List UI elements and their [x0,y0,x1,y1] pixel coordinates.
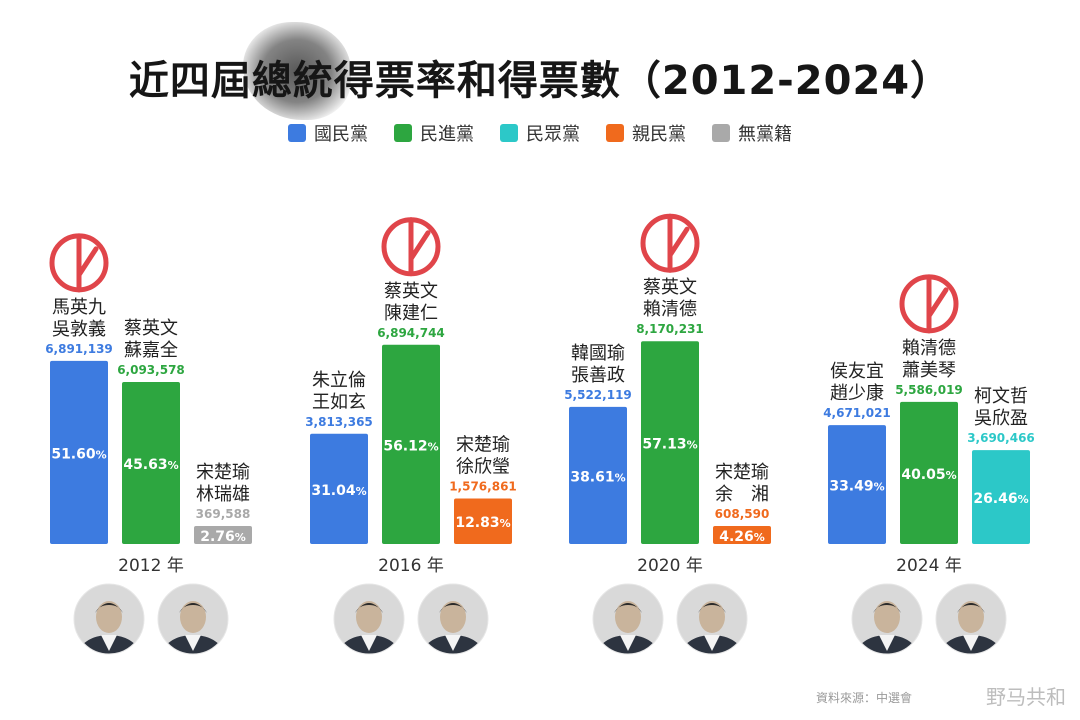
year-label: 2012 年 [118,556,184,576]
watermark: 野马共和 [986,685,1066,709]
bar [641,341,699,544]
winner-stamp [640,213,700,273]
bar [50,360,108,544]
legend-swatch [500,124,518,142]
legend-label: 民進黨 [420,124,474,145]
legend: 國民黨 民進黨 民眾黨 親民黨 無黨籍 [0,120,1080,146]
title-smudge [243,22,351,120]
legend-item: 親民黨 [606,120,686,146]
percent-label: 12.83% [455,515,510,531]
votes-label: 3,813,365 [305,415,373,429]
chart-title: 近四屆總統得票率和得票數（2012-2024） [128,58,952,104]
votes-label: 608,590 [715,507,770,521]
candidate-photo [417,583,489,655]
votes-label: 4,671,021 [823,406,891,420]
legend-swatch [394,124,412,142]
percent-label: 38.61% [570,469,625,485]
candidate-name: 侯友宜 [830,361,884,382]
votes-label: 6,093,578 [117,363,185,377]
running-mate-name: 吳敦義 [52,319,106,340]
running-mate-name: 徐欣瑩 [456,456,510,477]
legend-item: 民進黨 [394,120,474,146]
bar [122,382,180,544]
bar [900,401,958,544]
candidate-name: 蔡英文 [124,318,178,339]
bar [194,526,252,544]
percent-label: 4.26% [719,529,765,545]
running-mate-name: 蘇嘉全 [124,340,178,361]
running-mate-name: 余 湘 [715,484,769,505]
legend-label: 親民黨 [632,124,686,145]
year-label: 2016 年 [378,556,444,576]
candidate-name: 馬英九 [52,297,106,318]
legend-label: 國民黨 [314,124,368,145]
candidate-name: 韓國瑜 [571,343,625,364]
percent-label: 2.76% [200,529,246,545]
votes-label: 3,690,466 [967,431,1035,445]
legend-item: 無黨籍 [712,120,792,146]
bar [569,406,627,544]
winner-stamp [899,274,959,334]
votes-label: 6,891,139 [45,342,113,356]
winner-stamp [49,233,109,293]
votes-label: 5,586,019 [895,383,963,397]
candidate-photo [935,583,1007,655]
votes-label: 1,576,861 [449,479,517,493]
legend-swatch [606,124,624,142]
percent-label: 40.05% [901,467,956,483]
bar [310,433,368,544]
legend-swatch [288,124,306,142]
candidate-name: 賴清德 [902,338,956,359]
legend-swatch [712,124,730,142]
year-label: 2024 年 [896,556,962,576]
candidate-photo [333,583,405,655]
votes-label: 369,588 [196,507,251,521]
running-mate-name: 趙少康 [830,383,884,404]
percent-label: 51.60% [51,446,106,462]
votes-label: 5,522,119 [564,388,632,402]
legend-item: 國民黨 [288,120,368,146]
candidate-name: 蔡英文 [643,277,697,298]
running-mate-name: 賴清德 [643,299,697,320]
bar [454,498,512,544]
running-mate-name: 張善政 [571,365,625,386]
percent-label: 56.12% [383,438,438,454]
bar [828,425,886,544]
percent-label: 31.04% [311,483,366,499]
candidate-name: 宋楚瑜 [196,462,250,483]
bar [382,344,440,544]
running-mate-name: 王如玄 [312,392,366,413]
percent-label: 57.13% [642,437,697,453]
percent-label: 33.49% [829,479,884,495]
bar [713,526,771,544]
candidate-photo [73,583,145,655]
candidate-name: 宋楚瑜 [715,462,769,483]
legend-label: 民眾黨 [526,124,580,145]
running-mate-name: 陳建仁 [384,303,438,324]
winner-stamp [381,217,441,277]
source-note: 資料來源：中選會 [815,691,912,705]
running-mate-name: 林瑞雄 [196,484,250,505]
legend-label: 無黨籍 [738,124,792,145]
candidate-name: 柯文哲 [974,386,1028,407]
bar [972,450,1030,544]
running-mate-name: 吳欣盈 [974,408,1028,429]
legend-item: 民眾黨 [500,120,580,146]
percent-label: 26.46% [973,491,1028,507]
candidate-name: 朱立倫 [312,370,366,391]
votes-label: 8,170,231 [636,322,704,336]
running-mate-name: 蕭美琴 [902,360,956,381]
candidate-photo [592,583,664,655]
percent-label: 45.63% [123,457,178,473]
candidate-name: 宋楚瑜 [456,434,510,455]
year-label: 2020 年 [637,556,703,576]
candidate-photo [157,583,229,655]
candidate-name: 蔡英文 [384,281,438,302]
votes-label: 6,894,744 [377,326,445,340]
candidate-photo [851,583,923,655]
candidate-photo [676,583,748,655]
